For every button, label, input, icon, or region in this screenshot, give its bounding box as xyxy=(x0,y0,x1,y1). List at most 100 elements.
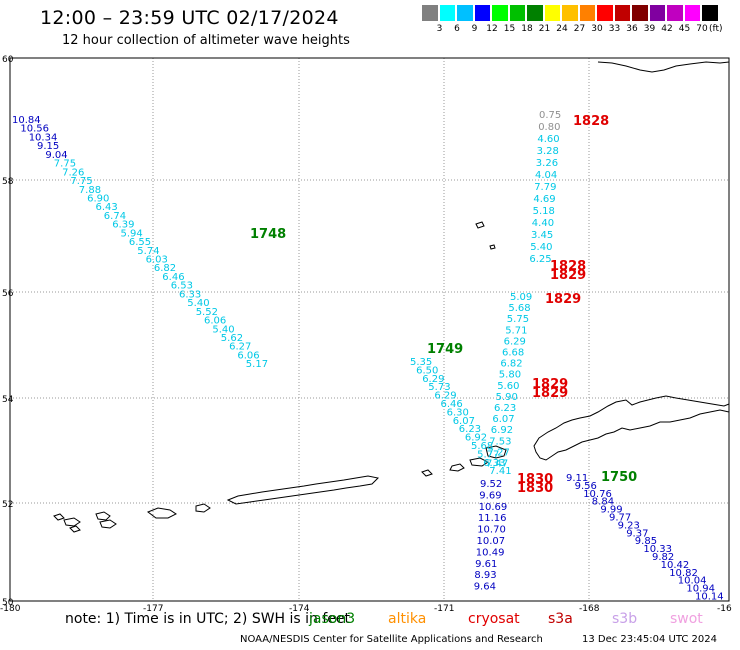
legend-swatch xyxy=(492,5,508,21)
wave-height-label: 5.80 xyxy=(499,370,521,381)
legend-swatch xyxy=(614,5,630,21)
wave-height-label: 6.92 xyxy=(465,433,487,444)
time-label-1749: 1749 xyxy=(427,342,463,357)
wave-height-label: 10.82 xyxy=(669,568,698,579)
legend-swatch xyxy=(632,5,648,21)
coastline-st-george xyxy=(489,244,496,250)
wave-height-label: 5.09 xyxy=(510,292,532,303)
legend-label: 21 xyxy=(538,24,551,34)
wave-height-label: 6.33 xyxy=(179,289,201,300)
wave-height-label: 7.47 xyxy=(486,459,508,470)
satellite-cryosat: cryosat xyxy=(468,611,520,627)
wave-height-label: 5.75 xyxy=(507,314,529,325)
wave-height-label: 10.94 xyxy=(686,584,715,595)
legend-swatch xyxy=(439,5,455,21)
legend-label: 12 xyxy=(486,24,498,34)
legend-swatch xyxy=(562,5,578,21)
wave-height-label: 10.42 xyxy=(661,560,690,571)
wave-height-label: 6.30 xyxy=(447,407,469,418)
wave-height-label: 8.84 xyxy=(592,497,614,508)
wave-height-label: 10.56 xyxy=(20,124,49,135)
lat-label: 54 xyxy=(2,395,14,405)
lon-label: -16 xyxy=(717,604,732,614)
wave-height-label: 9.04 xyxy=(45,150,67,161)
wave-height-label: 6.23 xyxy=(494,403,516,414)
wave-height-label: 6.74 xyxy=(104,211,126,222)
wave-height-label: 6.25 xyxy=(529,254,551,265)
wave-height-label: 7.41 xyxy=(489,466,511,477)
wave-height-label: 5.68 xyxy=(471,441,493,452)
wave-height-label: 9.52 xyxy=(480,479,502,490)
wave-height-label: 5.40 xyxy=(530,242,552,253)
wave-height-label: 9.85 xyxy=(635,536,657,547)
wave-height-label: 6.53 xyxy=(171,281,193,292)
wave-height-label: 9.15 xyxy=(37,141,59,152)
wave-height-label: 7.53 xyxy=(489,436,511,447)
coastline-fox-islands xyxy=(485,445,507,459)
wave-height-label: 9.82 xyxy=(652,552,674,563)
coastline-alaska-north xyxy=(597,61,730,73)
wave-height-label: 10.07 xyxy=(477,536,506,547)
legend-label: 24 xyxy=(556,24,568,34)
coastline-komandorski xyxy=(421,469,433,477)
time-label-1750: 1750 xyxy=(601,470,637,485)
wave-height-label: 6.46 xyxy=(162,272,184,283)
wave-height-label: 10.70 xyxy=(477,525,506,536)
coastline-near-islands-e xyxy=(69,525,81,533)
wave-height-label: 11.16 xyxy=(478,513,507,524)
legend-swatch xyxy=(684,5,700,21)
wave-height-label: 3.26 xyxy=(536,158,558,169)
coastline-st-paul xyxy=(475,221,485,229)
wave-height-label: 6.07 xyxy=(453,416,475,427)
wave-height-label: 7.79 xyxy=(534,182,556,193)
map-frame xyxy=(9,57,730,602)
lat-label: 60 xyxy=(2,55,14,65)
wave-height-label: 6.43 xyxy=(96,202,118,213)
page-title: 12:00 – 23:59 UTC 02/17/2024 xyxy=(40,7,339,29)
wave-height-label: 10.14 xyxy=(695,592,724,603)
wave-height-label: 5.62 xyxy=(221,333,243,344)
wave-height-label: 6.82 xyxy=(500,359,522,370)
wave-height-label: 5.73 xyxy=(428,382,450,393)
legend-swatch xyxy=(649,5,665,21)
coastline-umnak xyxy=(449,463,465,472)
wave-height-label: 6.03 xyxy=(146,255,168,266)
lon-label: -168 xyxy=(579,604,600,614)
coastline-near-islands-b xyxy=(99,519,117,529)
time-label-1748: 1748 xyxy=(250,227,286,242)
satellite-altika: altika xyxy=(388,611,427,627)
satellite-s3b: s3b xyxy=(612,611,638,627)
wave-height-label: 7.26 xyxy=(62,167,84,178)
wave-height-label: 5.94 xyxy=(121,228,143,239)
wave-height-label: 5.68 xyxy=(508,303,530,314)
wave-height-label: 5.77 xyxy=(477,449,499,460)
wave-height-label: 9.37 xyxy=(626,528,648,539)
legend-label: 39 xyxy=(643,24,656,34)
coastline-andreanof xyxy=(226,475,380,505)
legend-label: 42 xyxy=(661,24,673,34)
legend-swatch xyxy=(422,5,438,21)
wave-height-label: 10.34 xyxy=(29,132,58,143)
wave-height-label: 10.04 xyxy=(678,576,707,587)
wave-height-label: 9.11 xyxy=(566,473,588,484)
wave-height-label: 4.69 xyxy=(533,194,555,205)
coastline-rat-islands xyxy=(146,507,177,519)
wave-height-label: 7.75 xyxy=(54,159,76,170)
legend-label: 15 xyxy=(503,24,516,34)
wave-height-label: 6.39 xyxy=(112,220,134,231)
page-subtitle: 12 hour collection of altimeter wave hei… xyxy=(62,33,350,48)
legend-label: 27 xyxy=(573,24,586,34)
coastline-near-islands-c xyxy=(53,513,65,521)
wave-height-label: 9.77 xyxy=(609,513,631,524)
time-label-1830-b: 1830 xyxy=(517,481,553,496)
wave-height-label: 6.27 xyxy=(229,342,251,353)
wave-height-label: 6.29 xyxy=(434,391,456,402)
time-label-1828-b: 1828 xyxy=(550,259,586,274)
lat-label: 50 xyxy=(2,598,14,608)
wave-height-label: 6.46 xyxy=(441,399,463,410)
legend-swatch xyxy=(474,5,490,21)
wave-height-label: 6.82 xyxy=(154,263,176,274)
wave-height-label: 6.33 xyxy=(483,458,505,469)
coastline-near-islands-d xyxy=(63,517,81,527)
